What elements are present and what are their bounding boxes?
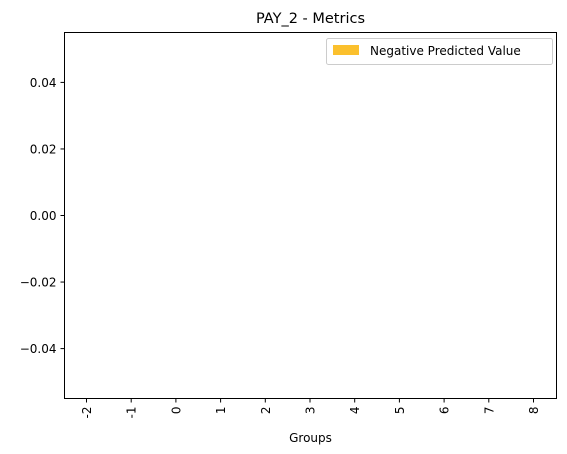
x-tick-label: 3 (304, 407, 318, 415)
x-tick-label: 6 (438, 407, 452, 415)
x-tick-label: 7 (482, 407, 496, 415)
plot-frame (64, 32, 557, 399)
y-tick-label: 0.02 (30, 142, 57, 156)
x-tick-label: 4 (348, 407, 362, 415)
plot-area (64, 32, 557, 399)
x-tick-label: 8 (527, 407, 541, 415)
x-tick-label: 0 (169, 407, 183, 415)
x-tick-label: -1 (125, 407, 139, 419)
x-tick-label: 1 (214, 407, 228, 415)
legend-box (326, 38, 553, 65)
x-axis: -2 -1 0 1 2 3 4 5 6 7 8 (80, 398, 541, 419)
y-tick-label: 0.04 (30, 76, 57, 90)
y-tick-label: −0.02 (20, 276, 57, 290)
legend: Negative Predicted Value (326, 38, 553, 65)
legend-label: Negative Predicted Value (370, 44, 521, 58)
chart-title: PAY_2 - Metrics (256, 11, 365, 27)
x-tick-label: 2 (259, 407, 273, 415)
x-tick-label: 5 (393, 407, 407, 415)
y-tick-label: −0.04 (20, 342, 57, 356)
legend-swatch (333, 45, 359, 55)
y-tick-label: 0.00 (30, 209, 57, 223)
y-axis: 0.04 0.02 0.00 −0.02 −0.04 (20, 76, 65, 356)
x-axis-title: Groups (289, 431, 332, 445)
x-tick-label: -2 (80, 407, 94, 419)
